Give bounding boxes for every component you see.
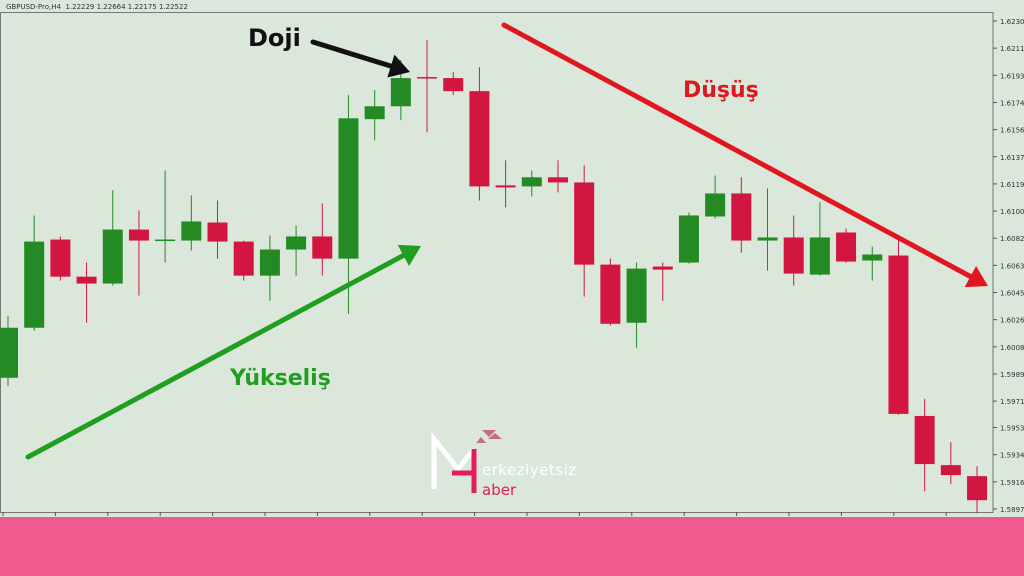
logo-mark-icon <box>431 430 502 493</box>
y-tick-label: 1.61190 <box>1000 181 1024 189</box>
bear-candle-body <box>207 222 228 242</box>
bear-candle-body <box>836 232 857 262</box>
bear-candle-body <box>967 476 988 501</box>
fall-arrow-head-icon <box>964 265 988 288</box>
y-tick-label: 1.58975 <box>1000 506 1024 514</box>
symbol-label: GBPUSD-Pro,H4 <box>6 3 61 11</box>
bear-candle-body <box>76 276 97 284</box>
bull-candle-body <box>757 237 778 241</box>
watermark-logo: erkeziyetsiz aber <box>430 425 600 505</box>
y-tick-label: 1.60820 <box>1000 235 1024 243</box>
rise-arrow-head-icon <box>397 244 421 267</box>
watermark-line1: erkeziyetsiz <box>482 461 577 479</box>
bottom-band <box>0 517 1024 576</box>
ohlc-readout: 1.22229 1.22664 1.22175 1.22522 <box>65 3 188 11</box>
bull-candle-body <box>521 177 542 187</box>
y-tick-label: 1.61005 <box>1000 208 1024 216</box>
bear-candle-body <box>547 177 568 183</box>
bull-candle-body <box>155 239 176 242</box>
bear-candle-body <box>652 266 673 270</box>
y-tick-label: 1.59345 <box>1000 452 1024 460</box>
y-tick-label: 1.61930 <box>1000 72 1024 80</box>
bear-candle-body <box>417 77 438 79</box>
bull-candle-body <box>390 78 411 107</box>
bull-candle-body <box>626 268 647 323</box>
bear-candle-body <box>731 193 752 241</box>
fall-label: Düşüş <box>683 78 759 103</box>
y-tick-label: 1.61375 <box>1000 154 1024 162</box>
bull-candle-body <box>286 236 307 250</box>
y-tick-label: 1.62115 <box>1000 45 1024 53</box>
bull-candle-body <box>259 249 280 276</box>
rise-arrow-shaft <box>25 252 406 460</box>
bear-candle-body <box>443 78 464 92</box>
bull-candle-body <box>102 229 123 284</box>
bear-candle-body <box>50 239 71 277</box>
y-tick-label: 1.59895 <box>1000 371 1024 379</box>
y-tick-label: 1.60635 <box>1000 262 1024 270</box>
y-tick-label: 1.59530 <box>1000 425 1024 433</box>
bull-candle-body <box>24 241 45 328</box>
y-tick-label: 1.60080 <box>1000 344 1024 352</box>
bear-candle-body <box>495 185 516 188</box>
bull-candle-body <box>364 106 385 120</box>
bear-candle-body <box>600 264 621 324</box>
bear-candle-body <box>128 229 149 241</box>
bull-candle-body <box>862 254 883 261</box>
bear-candle-body <box>312 236 333 259</box>
bear-candle-body <box>574 182 595 265</box>
bear-candle-body <box>914 415 935 465</box>
y-tick-label: 1.60450 <box>1000 290 1024 298</box>
bull-candle-body <box>809 237 830 275</box>
bull-candle-body <box>338 118 359 259</box>
watermark-line2: aber <box>482 481 517 499</box>
bull-candle-body <box>678 215 699 263</box>
bear-candle-body <box>233 241 254 276</box>
y-tick-label: 1.61560 <box>1000 127 1024 135</box>
bear-candle-body <box>888 255 909 414</box>
bull-candle-body <box>0 327 18 378</box>
bear-candle-body <box>783 237 804 274</box>
bull-candle-body <box>705 193 726 217</box>
fall-arrow-shaft <box>501 22 973 280</box>
doji-arrow-head-icon <box>387 54 410 78</box>
chart-header: GBPUSD-Pro,H4 1.22229 1.22664 1.22175 1.… <box>6 3 188 11</box>
plot-frame <box>0 12 994 513</box>
y-tick-label: 1.60265 <box>1000 317 1024 325</box>
bull-candle-body <box>181 221 202 241</box>
doji-arrow-shaft <box>310 39 394 69</box>
bear-candle-body <box>469 91 490 187</box>
rise-label: Yükseliş <box>230 366 331 391</box>
y-tick-label: 1.62300 <box>1000 18 1024 26</box>
y-tick-label: 1.61745 <box>1000 99 1024 107</box>
y-tick-label: 1.59710 <box>1000 398 1024 406</box>
y-tick-label: 1.59160 <box>1000 479 1024 487</box>
doji-label: Doji <box>248 24 301 52</box>
bear-candle-body <box>940 465 961 476</box>
